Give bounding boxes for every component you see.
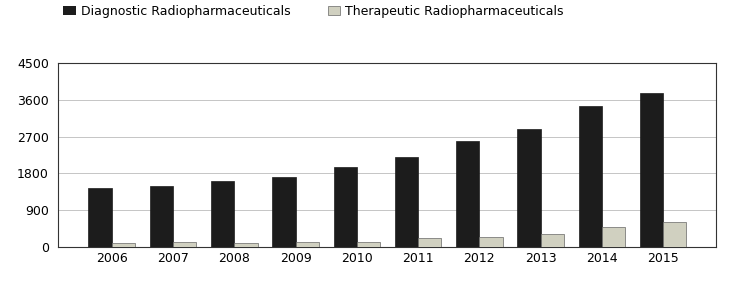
Bar xyxy=(518,129,541,247)
Bar xyxy=(480,236,503,247)
Bar xyxy=(640,92,663,247)
Bar xyxy=(295,242,319,247)
Bar xyxy=(357,242,380,247)
Bar xyxy=(112,243,135,247)
Bar xyxy=(663,222,686,247)
Bar xyxy=(541,234,564,247)
Bar xyxy=(234,243,257,247)
Bar xyxy=(272,177,295,247)
Bar xyxy=(88,189,112,247)
Bar xyxy=(150,186,173,247)
Bar xyxy=(602,227,625,247)
Bar xyxy=(173,242,196,247)
Bar xyxy=(456,141,480,247)
Bar xyxy=(333,167,357,247)
Bar xyxy=(418,238,442,247)
Bar xyxy=(395,157,418,247)
Bar xyxy=(579,106,602,247)
Bar xyxy=(211,181,234,247)
Legend: Diagnostic Radiopharmaceuticals, Therapeutic Radiopharmaceuticals: Diagnostic Radiopharmaceuticals, Therape… xyxy=(58,0,569,23)
